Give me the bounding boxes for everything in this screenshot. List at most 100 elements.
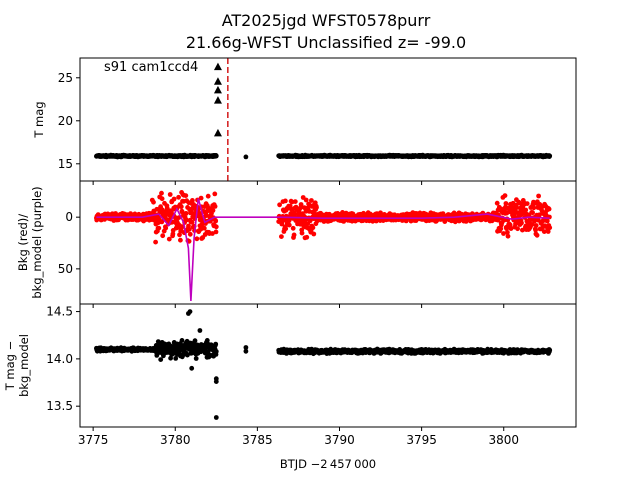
marker-bkg-bkg [503,201,509,206]
marker-bkg-bkg [523,207,529,213]
marker-bkg-bkg [166,236,172,242]
marker-bkg-bkg [494,200,500,206]
y-tick-label-bkg: 50 [58,262,73,276]
marker-bkg-bkg [163,225,169,231]
marker-resid-t-mag-bkg-model [155,339,161,344]
marker-bkg-bkg [170,231,176,237]
marker-bkg-bkg [530,210,535,216]
y-axis-label-bkg: bkg_model (purple) [30,186,44,298]
marker-tmag-upper-limit [213,62,222,71]
x-tick-label: 3780 [160,433,191,447]
marker-bkg-bkg [187,226,192,232]
marker-bkg-bkg [178,204,184,210]
marker-bkg-bkg [159,190,164,196]
x-tick-label: 3775 [78,433,109,447]
marker-resid-t-mag-bkg-model [158,357,164,362]
marker-bkg-bkg [309,198,314,203]
marker-bkg-bkg [505,233,511,239]
x-tick-label: 3785 [242,433,273,447]
marker-bkg-bkg [544,218,550,224]
y-axis-label-resid: T mag − [3,341,17,392]
marker-bkg-bkg [178,237,183,243]
marker-resid-t-mag-bkg-model [243,348,249,354]
marker-resid-t-mag-bkg-model [168,355,174,361]
y-tick-label-tmag: 20 [58,114,73,128]
marker-bkg-bkg [524,201,530,207]
marker-bkg-bkg [501,231,506,236]
marker-resid-t-mag-bkg-model [213,376,219,382]
marker-bkg-bkg [311,231,317,237]
marker-bkg-bkg [541,229,547,235]
marker-bkg-bkg [201,225,207,231]
marker-bkg-bkg [183,211,189,216]
marker-tmag-t-mag [243,154,249,160]
chart-title-line1: AT2025jgd WFST0578purr [222,11,431,30]
marker-bkg-bkg [198,195,204,201]
marker-bkg-bkg [298,202,304,207]
y-tick-label-tmag: 15 [58,157,73,171]
marker-bkg-bkg [519,220,524,226]
panel-bkg-plot-area [94,190,553,301]
marker-bkg-bkg [502,193,508,199]
marker-resid-t-mag-bkg-model [213,341,219,347]
marker-bkg-bkg [547,225,553,231]
marker-resid-t-mag-bkg-model [185,352,190,358]
marker-tmag-t-mag [213,153,219,159]
marker-bkg-bkg [212,204,218,209]
annotation-ccd-label: s91 cam1ccd4 [104,60,198,75]
marker-bkg-bkg [176,194,182,200]
marker-bkg-bkg [514,205,520,211]
marker-bkg-bkg [533,227,538,233]
marker-bkg-bkg [189,219,195,225]
marker-bkg-bkg [290,225,296,231]
y-tick-label-resid: 14.5 [46,305,73,319]
panel-tmag-plot-area [94,58,553,181]
marker-bkg-bkg [535,217,541,223]
marker-resid-t-mag-bkg-model [213,415,219,420]
marker-bkg-bkg [156,225,162,231]
marker-bkg-bkg [304,234,310,240]
marker-bkg-bkg [277,202,282,208]
marker-resid-t-mag-bkg-model [189,365,195,371]
line-bkg-bkg-model [96,198,550,301]
x-tick-label: 3795 [406,433,437,447]
marker-bkg-bkg [545,229,551,234]
x-tick-label: 3800 [488,433,519,447]
marker-bkg-bkg [184,217,189,223]
panel-resid-frame [79,303,577,428]
marker-resid-t-mag-bkg-model [243,345,249,350]
marker-tmag-upper-limit [213,128,222,137]
x-axis-label: BTJD −2 457 000 [280,457,376,471]
marker-resid-t-mag-bkg-model [187,309,193,314]
marker-bkg-bkg [159,196,165,202]
marker-bkg-bkg [508,226,514,232]
chart-title-line2: 21.66g-WFST Unclassified z= -99.0 [186,33,466,52]
marker-resid-t-mag-bkg-model [213,349,219,354]
marker-resid-t-mag-bkg-model [192,338,198,344]
marker-bkg-bkg [286,222,292,228]
marker-bkg-bkg [299,230,305,236]
marker-bkg-bkg [534,232,540,238]
marker-bkg-bkg [153,239,159,245]
marker-bkg-bkg [505,230,510,235]
marker-bkg-bkg [167,192,173,197]
marker-bkg-bkg [210,208,216,213]
marker-bkg-bkg [177,232,182,238]
marker-resid-t-mag-bkg-model [547,347,553,353]
marker-bkg-bkg [187,231,193,237]
marker-bkg-bkg [531,205,537,211]
x-tick-label: 3790 [324,433,355,447]
marker-bkg-bkg [533,223,539,228]
marker-bkg-bkg [190,198,195,203]
y-axis-label-bkg: Bkg (red)/ [16,214,30,271]
marker-bkg-bkg [537,212,542,218]
panel-tmag-frame [79,57,577,182]
marker-resid-t-mag-bkg-model [197,328,203,333]
marker-bkg-bkg [205,193,211,199]
y-tick-label-bkg: 0 [65,210,73,224]
marker-bkg-bkg [310,225,316,231]
marker-bkg-bkg [283,198,288,204]
marker-bkg-bkg [292,211,298,217]
y-tick-label-resid: 14.0 [46,352,73,366]
